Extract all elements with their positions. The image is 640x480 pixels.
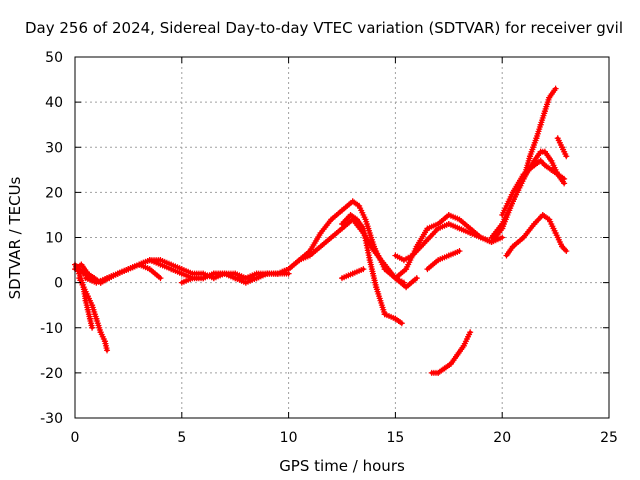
series-layer — [72, 85, 570, 376]
series-point — [499, 234, 506, 241]
series-point — [561, 175, 568, 182]
series-arc-16 — [554, 135, 570, 160]
y-tick-label: 40 — [45, 95, 63, 111]
series-arc-8 — [339, 266, 367, 282]
x-tick-label: 15 — [386, 430, 404, 446]
series-arc-11 — [424, 248, 463, 273]
series-point — [467, 329, 474, 336]
y-axis-label: SDTVAR / TECUs — [6, 176, 24, 299]
x-axis-label: GPS time / hours — [279, 457, 405, 475]
series-arc-7 — [339, 211, 405, 327]
series-arc-5 — [82, 261, 164, 286]
y-tick-label: 50 — [45, 50, 63, 66]
series-point — [413, 275, 420, 282]
y-tick-label: 20 — [45, 185, 63, 201]
x-tick-label: 5 — [177, 430, 186, 446]
series-arc-17 — [503, 211, 570, 259]
x-tick-label: 20 — [493, 430, 511, 446]
y-tick-label: 10 — [45, 231, 63, 247]
y-tick-label: -10 — [40, 321, 63, 337]
series-arc-10 — [392, 220, 506, 264]
series-point — [360, 266, 367, 273]
y-tick-label: -20 — [40, 366, 63, 382]
y-tick-label: 0 — [54, 276, 63, 292]
chart-title: Day 256 of 2024, Sidereal Day-to-day VTE… — [25, 19, 623, 37]
series-point — [563, 153, 570, 160]
x-tick-label: 10 — [280, 430, 298, 446]
series-point — [456, 248, 463, 255]
series-arc-6 — [178, 270, 292, 286]
y-tick-label: 30 — [45, 140, 63, 156]
series-arc-2 — [76, 275, 111, 354]
x-tick-label: 25 — [600, 430, 618, 446]
grid — [75, 57, 609, 418]
y-tick-label: -30 — [40, 411, 63, 427]
series-arc-12 — [428, 329, 474, 376]
series-point — [89, 324, 96, 331]
series-arc-14 — [499, 148, 568, 232]
x-tick-label: 0 — [71, 430, 80, 446]
series-point — [104, 347, 111, 354]
series-point — [552, 85, 559, 92]
series-point — [285, 270, 292, 277]
series-point — [563, 248, 570, 255]
series-arc-15 — [499, 157, 568, 218]
series-point — [398, 320, 405, 327]
series-point — [157, 275, 164, 282]
axis-ticks: 0 5 10 15 20 25 -30 -20 -10 0 10 20 30 40 50 — [40, 50, 618, 446]
